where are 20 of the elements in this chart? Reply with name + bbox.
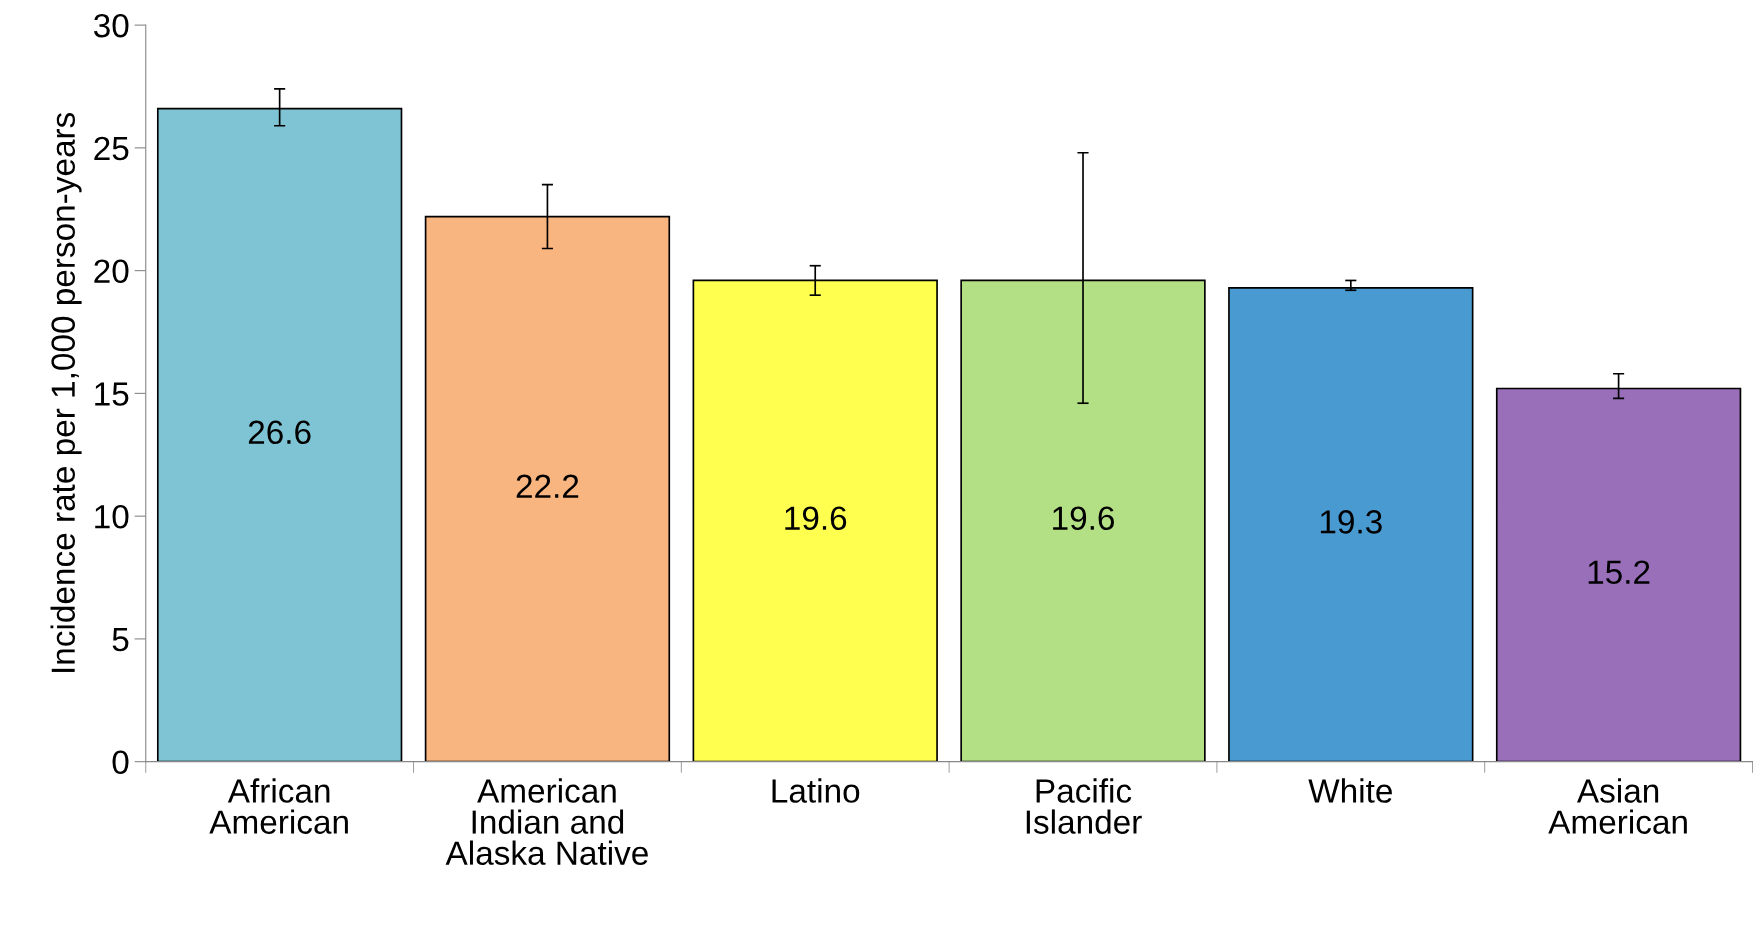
data-label: 26.6: [248, 420, 311, 445]
data-label: 19.6: [1053, 506, 1114, 531]
x-tick-label: American Indian and Alaska Native: [445, 778, 648, 865]
y-tick-label: 10: [95, 504, 129, 529]
x-tick-label: Asian American: [1548, 778, 1687, 834]
y-tick-label: 30: [93, 13, 129, 38]
data-label: 19.3: [1320, 510, 1382, 534]
x-tick-label: Latino: [772, 778, 860, 803]
data-label: 19.6: [785, 506, 847, 531]
y-tick-label: 5: [112, 628, 129, 652]
y-tick-label: 20: [94, 259, 129, 284]
data-label: 22.2: [516, 474, 579, 498]
y-tick-label: 0: [112, 750, 129, 775]
x-tick-label: White: [1308, 778, 1392, 803]
x-tick-label: Pacific Islander: [1026, 778, 1142, 834]
data-label: 15.2: [1588, 560, 1650, 585]
y-tick-label: 15: [95, 382, 129, 406]
x-tick-label: African American: [209, 778, 348, 834]
y-axis-title: Incidence rate per 1,000 person-years: [50, 112, 82, 672]
y-tick-label: 25: [94, 136, 129, 161]
